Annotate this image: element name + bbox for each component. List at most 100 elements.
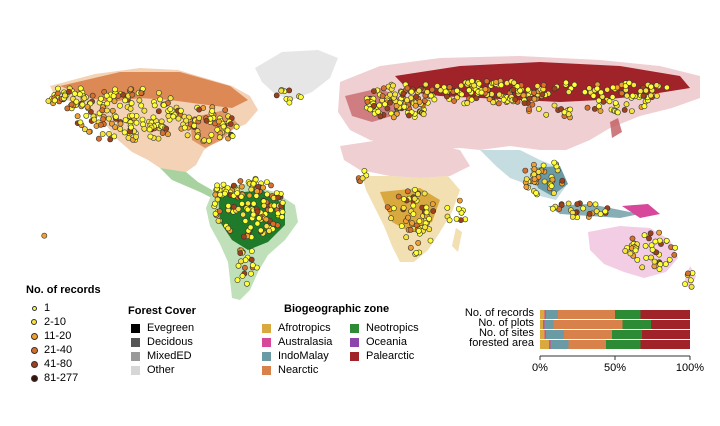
record-point xyxy=(250,200,257,207)
record-point xyxy=(129,112,136,119)
record-point xyxy=(384,204,391,210)
record-point xyxy=(526,106,532,112)
record-point xyxy=(167,95,174,102)
record-size-swatch xyxy=(30,360,38,368)
record-point xyxy=(159,130,166,136)
record-point xyxy=(565,89,572,95)
record-point xyxy=(263,179,270,185)
record-point xyxy=(220,123,227,130)
record-point xyxy=(649,246,656,253)
record-point xyxy=(662,261,669,267)
record-point xyxy=(416,99,423,105)
record-point xyxy=(415,227,422,234)
record-point xyxy=(411,186,418,193)
record-point xyxy=(238,183,245,190)
record-point xyxy=(569,213,576,220)
record-point xyxy=(120,91,126,98)
record-point xyxy=(500,96,507,103)
record-point xyxy=(409,220,415,226)
records-legend-label: 21-40 xyxy=(44,344,73,356)
record-point xyxy=(653,82,660,89)
record-point xyxy=(157,96,164,103)
record-point xyxy=(96,135,102,142)
record-point xyxy=(512,96,518,103)
record-point xyxy=(370,88,377,94)
record-point xyxy=(230,203,237,210)
record-size-swatch xyxy=(31,305,37,311)
record-point xyxy=(604,86,611,93)
records-legend-label: 2-10 xyxy=(44,316,67,328)
record-point xyxy=(249,262,256,269)
bar-category-label: No. of sites xyxy=(478,327,534,339)
record-point xyxy=(127,105,134,112)
record-point xyxy=(453,215,460,222)
records-legend-title: No. of records xyxy=(26,284,101,296)
record-point xyxy=(458,82,464,89)
record-point xyxy=(664,84,670,91)
record-point xyxy=(263,223,270,230)
record-point xyxy=(482,86,489,93)
record-point xyxy=(531,166,538,172)
record-point xyxy=(260,184,266,191)
new-guinea xyxy=(622,204,660,218)
record-point xyxy=(155,108,162,115)
record-point xyxy=(297,94,304,100)
record-point xyxy=(407,226,414,233)
record-point xyxy=(214,126,221,133)
record-point xyxy=(643,87,649,94)
central-america xyxy=(160,168,220,198)
record-point xyxy=(466,87,472,94)
record-point xyxy=(629,108,635,114)
record-point xyxy=(238,258,244,265)
record-point xyxy=(411,195,418,202)
records-legend-label: 1 xyxy=(44,302,51,314)
zone-legend-label: Oceania xyxy=(366,336,407,348)
zone-legend-label: Neotropics xyxy=(366,322,419,334)
record-point xyxy=(426,215,432,222)
record-point xyxy=(246,192,253,199)
record-point xyxy=(623,101,630,108)
zone-swatch xyxy=(350,323,359,333)
record-point xyxy=(416,87,422,94)
record-point xyxy=(657,261,664,268)
record-point xyxy=(279,199,286,206)
record-point xyxy=(431,96,438,103)
record-point xyxy=(377,113,384,120)
record-point xyxy=(379,93,386,99)
bar-segment xyxy=(546,330,564,339)
record-point xyxy=(122,97,128,104)
record-point xyxy=(631,82,637,88)
record-point xyxy=(64,105,71,112)
record-point xyxy=(586,85,593,92)
record-point xyxy=(651,258,658,265)
x-tick-label: 50% xyxy=(603,362,627,374)
record-point xyxy=(273,92,280,99)
record-point xyxy=(671,251,678,258)
record-point xyxy=(410,211,417,217)
record-point xyxy=(640,93,647,99)
record-point xyxy=(540,162,547,169)
zone-legend-item: Afrotropics xyxy=(262,322,331,334)
record-point xyxy=(422,81,429,88)
record-point xyxy=(429,201,436,207)
record-point xyxy=(434,83,441,89)
record-point xyxy=(531,89,537,96)
record-point xyxy=(111,98,118,105)
record-point xyxy=(216,208,223,215)
zone-legend-item: Palearctic xyxy=(350,350,414,362)
record-point xyxy=(263,216,270,223)
record-point xyxy=(141,125,148,132)
record-point xyxy=(71,90,78,97)
bar-segment xyxy=(544,330,546,339)
record-point xyxy=(370,102,377,109)
record-point xyxy=(602,208,609,215)
record-point xyxy=(45,98,52,104)
record-point xyxy=(609,94,616,100)
forest-cover-swatch xyxy=(131,351,140,361)
record-point xyxy=(687,277,694,284)
forest-cover-legend-item: Other xyxy=(131,364,175,376)
record-point xyxy=(612,100,619,106)
records-legend-label: 41-80 xyxy=(44,358,73,370)
record-point xyxy=(458,209,465,216)
record-point xyxy=(136,97,143,104)
